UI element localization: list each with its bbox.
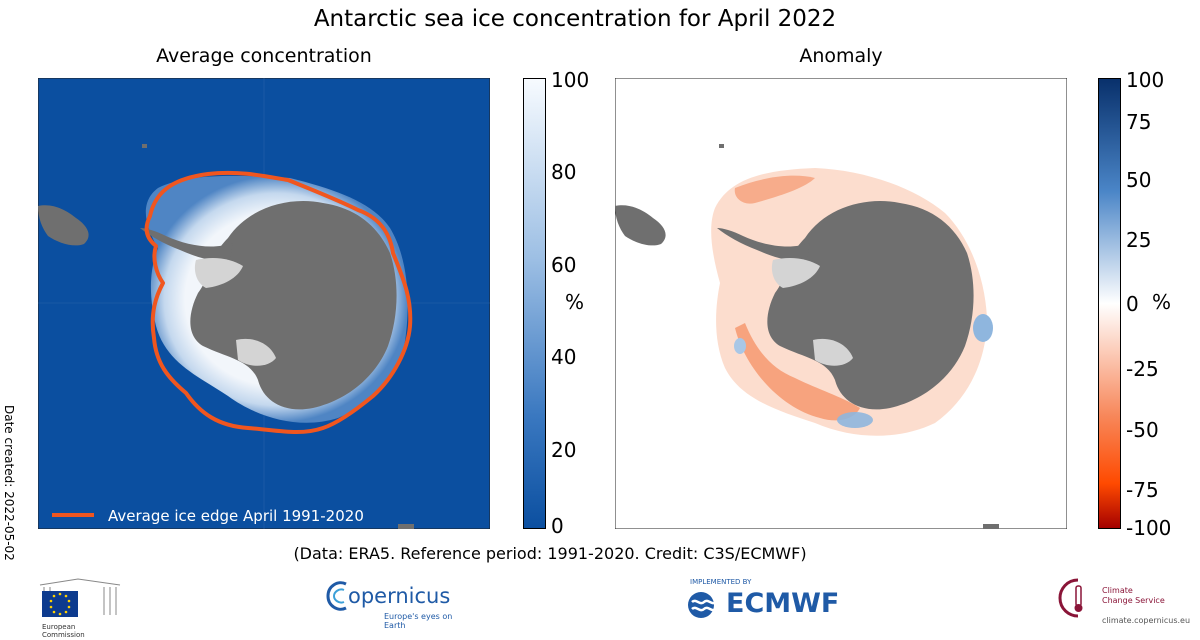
ross-ice-shelf [813,338,853,366]
colorbar-tick: -100 [1126,516,1172,540]
island [719,144,724,148]
eu-commission-logo: European Commission [38,575,122,639]
colorbar-tick: 40 [551,345,577,369]
antarctic-peninsula [717,228,810,261]
concentration-colorbar [523,78,546,529]
page-title: Antarctic sea ice concentration for Apri… [313,6,837,32]
colorbar-tick: -25 [1126,357,1159,381]
copernicus-c-icon [326,581,347,611]
c3s-text: Climate [1102,586,1133,595]
island [142,144,147,148]
eu-building-icon [39,578,121,617]
copernicus-logo: opernicus Europe's eyes on Earth [326,574,466,630]
c3s-url: climate.copernicus.eu [1102,616,1191,625]
colorbar-tick: 100 [1126,68,1165,92]
island [398,524,414,529]
colorbar-tick: 0 [1126,292,1139,316]
colorbar-tick: 75 [1126,110,1152,134]
anomaly-map [615,78,1067,529]
average-ice-edge-line [144,170,413,434]
colorbar-tick: 100 [551,68,590,92]
ecmwf-logo: IMPLEMENTED BY ECMWF [686,578,866,630]
legend-label: Average ice edge April 1991-2020 [108,507,364,525]
c3s-logo: Climate Change Service climate.copernicu… [1058,574,1198,634]
ronne-ice-shelf [771,258,820,288]
left-panel-title: Average concentration [156,45,372,67]
concentration-map: Average ice edge April 1991-2020 [38,78,490,529]
colorbar-tick: -75 [1126,478,1159,502]
strong-negative-anomaly [735,323,860,421]
colorbar-tick: 20 [551,438,577,462]
eu-logo-text: Commission [42,631,85,639]
copernicus-tagline: Europe's eyes on Earth [384,612,453,630]
colorbar-tick: 60 [551,253,577,277]
right-panel-title: Anomaly [799,45,883,67]
ecmwf-implemented-by: IMPLEMENTED BY [690,578,752,586]
colorbar-tick: -50 [1126,418,1159,442]
colorbar-tick: 25 [1126,228,1152,252]
positive-anomaly-patch [734,338,746,354]
colorbar-tick: 80 [551,160,577,184]
ross-ice-shelf [236,338,276,366]
colorbar-tick: 50 [1126,168,1152,192]
colorbar-unit: % [565,290,585,314]
ecmwf-wave-icon [688,592,717,618]
eu-logo-text: European [42,623,76,631]
island [983,524,999,529]
thermometer-icon [1058,578,1083,618]
positive-anomaly-patch [973,314,993,342]
ecmwf-name: ECMWF [726,588,840,619]
c3s-text: Change Service [1102,596,1165,605]
south-america-tip [38,205,89,246]
colorbar-tick: 0 [551,514,564,538]
positive-anomaly-patch [837,412,873,428]
date-created-label: Date created: 2022-05-02 [2,405,16,561]
antarctic-peninsula [140,228,233,261]
credit-line: (Data: ERA5. Reference period: 1991-2020… [293,544,807,563]
copernicus-name: opernicus [348,584,451,608]
negative-anomaly-weddell [734,175,815,204]
ronne-ice-shelf [194,258,243,288]
colorbar-unit: % [1152,290,1172,314]
anomaly-colorbar [1098,78,1121,529]
south-america-tip [615,205,666,246]
